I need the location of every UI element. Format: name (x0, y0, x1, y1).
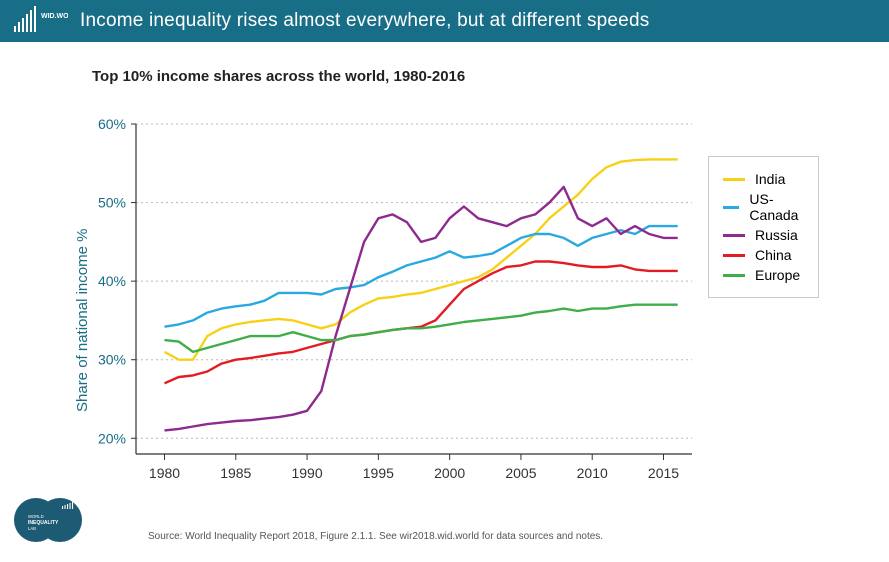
x-tick-label: 1980 (149, 465, 180, 481)
header-bar: WID.WORLD Income inequality rises almost… (0, 0, 889, 42)
x-tick-label: 2015 (648, 465, 679, 481)
content-area: Top 10% income shares across the world, … (0, 42, 889, 562)
legend-item-russia: Russia (723, 227, 804, 243)
legend-label: Russia (755, 227, 798, 243)
y-tick-label: 50% (98, 195, 126, 211)
legend-swatch (723, 254, 745, 257)
series-line-europe (165, 305, 678, 352)
legend-swatch (723, 206, 739, 209)
y-tick-label: 30% (98, 352, 126, 368)
legend: India US-Canada Russia China Europe (708, 156, 819, 298)
x-tick-label: 1995 (363, 465, 394, 481)
legend-item-india: India (723, 171, 804, 187)
chart-title: Top 10% income shares across the world, … (92, 68, 465, 85)
source-note: Source: World Inequality Report 2018, Fi… (148, 531, 603, 542)
legend-item-europe: Europe (723, 267, 804, 283)
x-tick-label: 1990 (291, 465, 322, 481)
legend-swatch (723, 234, 745, 237)
y-tick-label: 20% (98, 430, 126, 446)
legend-label: US-Canada (749, 191, 804, 223)
footer-logo: WORLD INEQUALITY LAB (14, 496, 82, 544)
brand-logo: WID.WORLD (8, 4, 68, 38)
legend-label: China (755, 247, 792, 263)
x-tick-label: 2000 (434, 465, 465, 481)
page-title: Income inequality rises almost everywher… (68, 10, 649, 32)
legend-item-us-canada: US-Canada (723, 191, 804, 223)
x-tick-label: 2005 (505, 465, 536, 481)
legend-swatch (723, 274, 745, 277)
y-tick-label: 60% (98, 116, 126, 132)
x-tick-label: 1985 (220, 465, 251, 481)
series-line-india (165, 159, 678, 359)
x-tick-label: 2010 (577, 465, 608, 481)
legend-item-china: China (723, 247, 804, 263)
line-chart-svg: 20% 30% 40% 50% 60% 1980 1985 1990 1995 2000 2005 2… (60, 112, 810, 512)
legend-label: Europe (755, 267, 800, 283)
svg-text:WID.WORLD: WID.WORLD (41, 13, 68, 20)
legend-swatch (723, 178, 745, 181)
svg-text:LAB: LAB (28, 526, 36, 531)
svg-text:WORLD: WORLD (28, 514, 44, 519)
legend-label: India (755, 171, 785, 187)
chart: Share of national income % 20% 30% 40% 50% 6… (60, 112, 810, 512)
y-tick-label: 40% (98, 273, 126, 289)
y-axis-label: Share of national income % (74, 229, 91, 412)
